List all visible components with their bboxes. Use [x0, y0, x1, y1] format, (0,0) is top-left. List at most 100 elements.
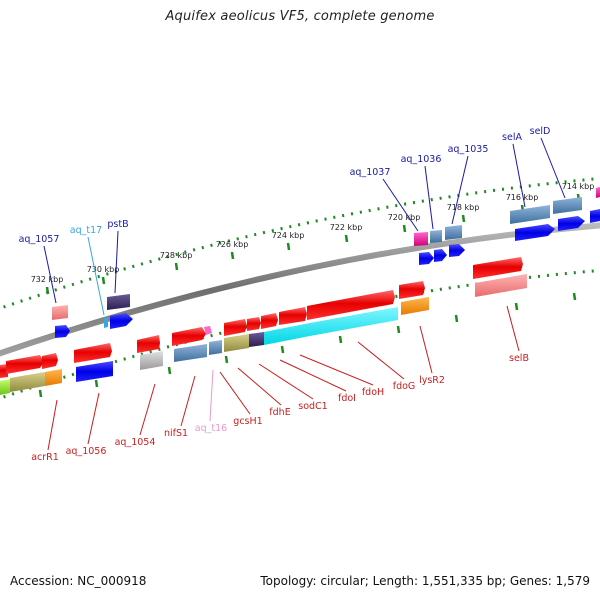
kbp-label: 720 kbp [388, 213, 421, 222]
leader-line [506, 305, 520, 352]
gene-label-aq_1037[interactable]: aq_1037 [350, 167, 391, 178]
reverse-genes [0, 257, 527, 395]
kbp-label: 728 kbp [160, 251, 193, 260]
major-tick [230, 251, 235, 260]
gene-label-aq_1035[interactable]: aq_1035 [448, 144, 489, 155]
gene-green-block[interactable] [0, 379, 10, 395]
gene-label-aq_t17[interactable]: aq_t17 [70, 225, 102, 236]
gene-label-fdoG[interactable]: fdoG [393, 381, 416, 392]
gene-label-aq_1036[interactable]: aq_1036 [401, 154, 442, 165]
leader-line [180, 375, 196, 427]
major-tick [45, 286, 50, 295]
top-gene-labels: aq_1057 aq_t17 pstB aq_1037 aq_1036 aq_1035 se… [19, 126, 566, 316]
gene-olive-block[interactable] [10, 372, 45, 392]
gene-label-nifS1[interactable]: nifS1 [164, 428, 188, 439]
leader-line [299, 354, 374, 386]
gene-selA[interactable] [510, 205, 550, 224]
gene-label-acrR1[interactable]: acrR1 [31, 452, 59, 463]
gene-orange-block[interactable] [45, 369, 62, 386]
kbp-labels: 732 kbp 730 kbp 728 kbp 726 kbp 724 kbp 722 k… [31, 182, 595, 284]
gene-nifS1-steel[interactable] [174, 344, 207, 362]
gene-sodC1-navy[interactable] [249, 332, 264, 347]
gene-label-aq_1054[interactable]: aq_1054 [115, 437, 156, 448]
gene-cyan-block[interactable] [264, 307, 398, 345]
gene-aq_t16[interactable] [204, 326, 212, 335]
leader-line [540, 137, 566, 199]
major-tick [344, 234, 349, 243]
gene-gcsH1[interactable] [209, 340, 222, 355]
gene-block-left-red[interactable] [6, 355, 44, 374]
gene-sodC1[interactable] [247, 317, 261, 331]
gene-fdhE[interactable] [224, 319, 247, 336]
gene-label-fdhE[interactable]: fdhE [269, 407, 290, 418]
map-title: Aquifex aeolicus VF5, complete genome [165, 9, 435, 24]
gene-aq_1056-blue[interactable] [76, 361, 113, 382]
gene-selD-strand[interactable] [558, 216, 585, 231]
gene-fdhE-olive[interactable] [224, 334, 249, 352]
major-tick [38, 389, 43, 398]
gene-selB[interactable] [473, 257, 523, 279]
leader-line [87, 392, 100, 445]
gene-lysR2[interactable] [399, 281, 425, 299]
kbp-label: 718 kbp [447, 203, 480, 212]
gene-nifS1[interactable] [172, 327, 206, 346]
leader-line [114, 230, 119, 294]
gene-aq_1036-strand[interactable] [434, 249, 447, 262]
gene-fdoI[interactable] [261, 313, 278, 329]
gene-aq_1036[interactable] [430, 230, 442, 243]
leader-line [258, 363, 314, 400]
gene-aq_1056-red[interactable] [42, 353, 58, 369]
major-tick [396, 325, 401, 334]
gene-edge-blue[interactable] [590, 209, 600, 223]
leader-line [451, 155, 469, 225]
gene-selB-pink[interactable] [475, 274, 527, 297]
gene-aq_1056[interactable] [74, 343, 112, 363]
gene-aq_1057[interactable] [52, 305, 68, 320]
gene-label-pstB[interactable]: pstB [107, 219, 128, 230]
gene-label-selD[interactable]: selD [530, 126, 551, 137]
leader-line [382, 178, 419, 232]
leader-line [279, 359, 347, 392]
gene-label-selB[interactable]: selB [509, 353, 529, 364]
topology-summary: Topology: circular; Length: 1,551,335 bp… [260, 574, 590, 588]
gene-aq_t17[interactable] [104, 317, 108, 328]
gene-aq_1037[interactable] [414, 232, 428, 246]
gene-fdoH[interactable] [279, 307, 307, 325]
gene-label-fdoH[interactable]: fdoH [362, 387, 384, 398]
kbp-label: 714 kbp [562, 182, 595, 191]
major-tick [461, 214, 466, 223]
gene-aq_1035-strand[interactable] [449, 244, 465, 257]
gene-aq_1037-strand[interactable] [419, 252, 434, 265]
gene-aq_1035[interactable] [445, 225, 462, 240]
major-tick [224, 355, 229, 364]
gene-label-gcsH1[interactable]: gcsH1 [233, 416, 262, 427]
gene-label-aq_1057[interactable]: aq_1057 [19, 234, 60, 245]
kbp-label: 722 kbp [330, 223, 363, 232]
gene-label-sodC1[interactable]: sodC1 [298, 401, 327, 412]
gene-aq_1054[interactable] [137, 335, 160, 353]
leader-line [87, 236, 105, 316]
leader-line [237, 367, 282, 406]
leader-line [424, 165, 434, 230]
gene-selA-strand[interactable] [515, 224, 555, 241]
gene-pstB[interactable] [107, 294, 130, 310]
gene-fdoG[interactable] [307, 290, 395, 320]
major-tick [572, 292, 577, 301]
gene-label-selA[interactable]: selA [502, 132, 522, 143]
gene-label-fdoI[interactable]: fdoI [338, 393, 356, 404]
gene-edge-magenta[interactable] [596, 187, 600, 198]
leader-line [47, 399, 58, 451]
bottom-gene-labels: acrR1 aq_1056 aq_1054 nifS1 aq_t16 gcsH1 fdhE s… [31, 305, 529, 463]
gene-label-lysR2[interactable]: lysR2 [419, 375, 445, 386]
gene-label-aq_t16[interactable]: aq_t16 [195, 423, 227, 434]
gene-label-aq_1056[interactable]: aq_1056 [66, 446, 107, 457]
gene-lysR2-orange[interactable] [401, 297, 429, 315]
outer-tick-track [0, 176, 600, 310]
gene-pstB-strand[interactable] [110, 313, 133, 329]
gene-aq_1054-gray[interactable] [140, 351, 163, 370]
gene-aq_1057-strand[interactable] [55, 325, 70, 338]
gene-selD[interactable] [553, 197, 582, 214]
major-tick [280, 345, 285, 354]
major-tick [174, 262, 179, 271]
